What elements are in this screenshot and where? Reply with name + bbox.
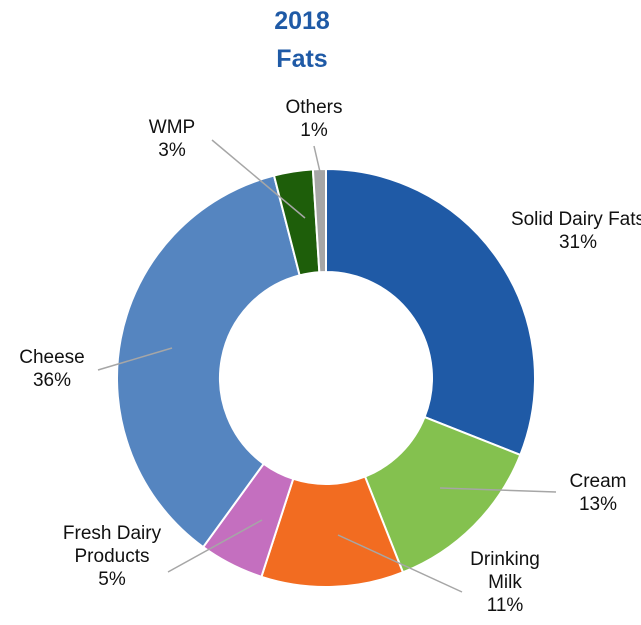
leader-line [97, 347, 173, 371]
donut-slice [311, 167, 327, 274]
leader-line [167, 519, 263, 573]
leader-line [439, 487, 557, 493]
data-label: Others 1% [269, 96, 359, 142]
value-label: 13% [578, 494, 618, 515]
category-label: Solid Dairy Fats [510, 209, 641, 230]
leader-line [211, 139, 306, 219]
chart-title: 2018 [274, 7, 330, 35]
value-label: 5% [98, 569, 126, 590]
data-label: Cream 13% [558, 470, 638, 516]
donut-slice [116, 174, 301, 549]
data-label: Cheese 36% [7, 346, 97, 392]
category-label: Others [285, 97, 343, 118]
value-label: 36% [32, 370, 72, 391]
value-label: 1% [300, 120, 328, 141]
value-label: 3% [158, 140, 186, 161]
category-label: Cheese [19, 347, 85, 368]
data-label: Drinking Milk 11% [455, 548, 555, 617]
leader-line [337, 534, 463, 593]
category-label: Drinking Milk [470, 549, 540, 593]
data-label: Fresh Dairy Products 5% [52, 522, 172, 591]
value-label: 11% [486, 595, 524, 616]
chart-subtitle: Fats [276, 45, 328, 73]
data-label: WMP 3% [132, 116, 212, 162]
category-label: Cream [569, 471, 627, 492]
category-label: WMP [148, 117, 196, 138]
data-label: Solid Dairy Fats 31% [508, 208, 641, 254]
category-label: Fresh Dairy Products [62, 523, 162, 567]
donut-slice [325, 167, 536, 457]
value-label: 31% [558, 232, 598, 253]
leader-line [313, 145, 321, 173]
